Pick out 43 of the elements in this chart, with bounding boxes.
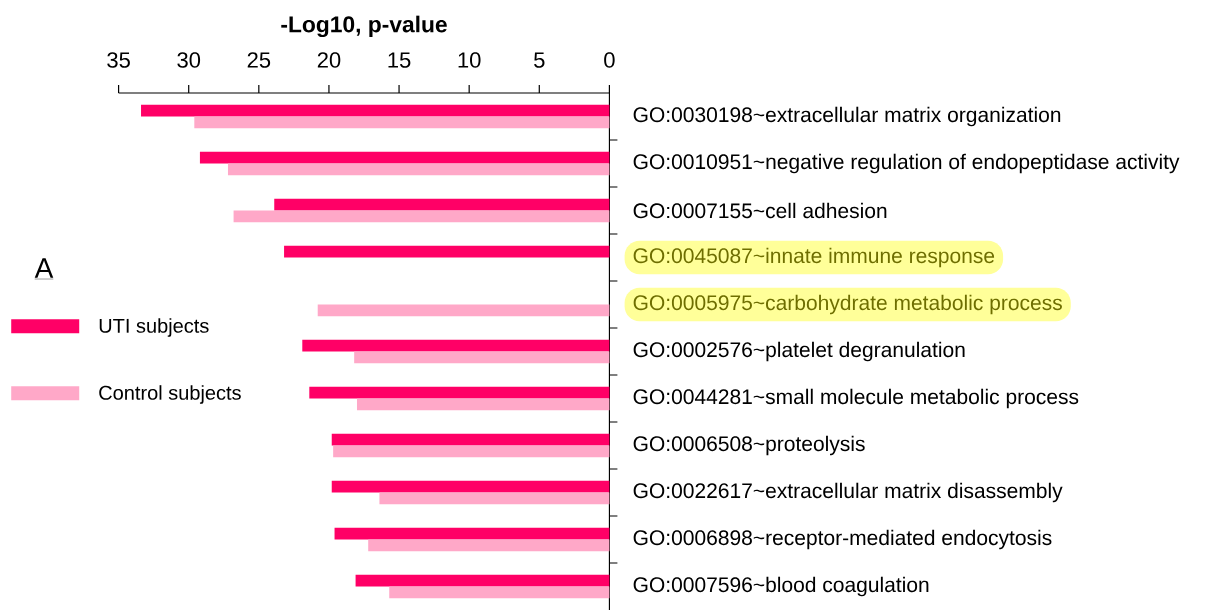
y-tick-label: GO:0006508~proteolysis xyxy=(633,435,865,456)
bar xyxy=(379,492,610,505)
bar xyxy=(368,539,610,552)
bar xyxy=(309,386,610,399)
y-tick-label: GO:0006898~receptor-mediated endocytosis xyxy=(633,529,1052,550)
x-tick-label: 5 xyxy=(534,52,545,68)
bar xyxy=(233,210,610,223)
y-tick-label: GO:0030198~extracellular matrix organization xyxy=(633,106,1061,127)
y-tick-label: GO:0002576~platelet degranulation xyxy=(633,341,965,362)
x-tick-label: 30 xyxy=(177,52,201,68)
bar xyxy=(194,116,610,129)
x-tick-label: 0 xyxy=(604,52,615,68)
y-tick-label: GO:0045087~innate immune response xyxy=(633,247,995,268)
bar xyxy=(334,527,610,540)
bar xyxy=(227,163,610,176)
legend-label: UTI subjects xyxy=(99,318,209,337)
bar xyxy=(355,574,610,587)
bar xyxy=(354,351,610,364)
bar xyxy=(199,151,610,164)
y-tick-label: GO:0010951~negative regulation of endopeptidase activity xyxy=(633,153,1180,174)
x-tick-label: 35 xyxy=(107,52,130,68)
bar xyxy=(317,304,610,317)
x-axis-title: -Log10, p-value xyxy=(281,15,447,38)
y-tick-label: GO:0007596~blood coagulation xyxy=(633,576,929,597)
bar xyxy=(141,104,610,117)
y-tick-label: GO:0005975~carbohydrate metabolic process xyxy=(633,294,1062,315)
bar xyxy=(356,398,610,411)
text: A xyxy=(34,258,54,278)
x-tick-label: 20 xyxy=(317,52,341,68)
y-tick-label: GO:0044281~small molecule metabolic process xyxy=(633,388,1079,409)
bar xyxy=(333,445,610,458)
bar xyxy=(331,433,610,446)
bar xyxy=(331,480,610,493)
x-tick-label: 10 xyxy=(458,52,481,68)
bar xyxy=(302,339,610,352)
x-tick-label: 15 xyxy=(388,52,411,68)
x-tick-label: 25 xyxy=(247,52,271,68)
bar xyxy=(284,245,610,258)
y-tick-label: GO:0007155~cell adhesion xyxy=(633,202,887,219)
bar xyxy=(389,586,610,599)
legend-label: Control subjects xyxy=(99,385,241,404)
bar xyxy=(274,198,610,211)
y-tick-label: GO:0022617~extracellular matrix disassembly xyxy=(633,482,1063,503)
